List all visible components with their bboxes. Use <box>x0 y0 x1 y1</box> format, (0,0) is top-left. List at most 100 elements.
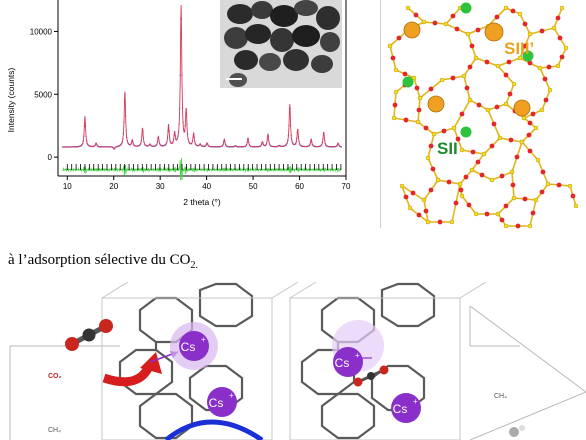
label-sii: SII <box>437 139 458 158</box>
t-site-atom <box>503 5 509 11</box>
t-site-atom <box>555 63 561 69</box>
cation-sii-4 <box>460 126 472 138</box>
oxygen-atom <box>527 148 533 154</box>
t-site-atom <box>537 65 543 71</box>
t-site-atom <box>511 81 517 87</box>
oxygen-atom <box>432 20 438 26</box>
oxygen-atom <box>559 54 565 60</box>
t-site-atom <box>547 87 553 93</box>
cage-framework-right <box>289 282 487 440</box>
caption-text: à l’adsorption sélective du CO2. <box>8 252 198 271</box>
t-site-atom <box>465 31 471 37</box>
oxygen-atom <box>508 137 514 143</box>
cation-sii-3 <box>402 76 414 88</box>
oxygen-atom <box>416 212 422 218</box>
oxygen-atom <box>510 8 516 14</box>
t-site-atom <box>417 95 423 101</box>
oxygen-atom <box>539 189 545 195</box>
oxygen-atom <box>403 117 409 123</box>
t-site-atom <box>451 125 457 131</box>
oxygen-atom <box>530 111 536 117</box>
svg-text:Cs: Cs <box>181 340 196 354</box>
x-tick-label: 60 <box>295 182 304 191</box>
oxygen-atom <box>522 43 528 49</box>
t-site-atom <box>443 21 449 27</box>
oxygen-atom <box>416 107 422 113</box>
cation-sii-1 <box>460 2 472 14</box>
oxygen-atom <box>491 121 497 127</box>
t-site-atom <box>387 43 393 49</box>
oxygen-atom <box>450 75 456 81</box>
t-site-atom <box>481 151 487 157</box>
x-tick-label: 40 <box>202 182 211 191</box>
oxygen-atom <box>503 203 509 209</box>
t-site-atom <box>459 147 465 153</box>
oxygen-atom <box>458 187 464 193</box>
oxygen-atom <box>437 219 443 225</box>
t-site-atom <box>431 131 437 137</box>
t-site-atom <box>503 223 509 229</box>
oxygen-atom <box>543 97 549 103</box>
bragg-markers <box>66 164 342 170</box>
y-tick-label: 5000 <box>34 90 52 99</box>
oxygen-atom <box>469 43 475 49</box>
t-site-atom <box>405 5 411 11</box>
t-site-atom <box>473 55 479 61</box>
cation-siii-3 <box>427 95 445 113</box>
oxygen-atom <box>494 14 500 20</box>
oxygen-atom <box>453 200 459 206</box>
t-site-atom <box>435 177 441 183</box>
oxygen-atom <box>510 182 516 188</box>
x-tick-label: 50 <box>249 182 258 191</box>
ch4-rejection-arc <box>164 419 264 440</box>
oxygen-atom <box>390 55 396 61</box>
oxygen-atom <box>454 26 460 32</box>
fitted-profile-line <box>62 4 342 150</box>
co2-arrow-head <box>140 352 162 374</box>
t-site-atom <box>449 219 455 225</box>
t-site-atom <box>473 211 479 217</box>
tem-inset-image <box>220 0 342 88</box>
oxygen-atom <box>403 194 409 200</box>
ch4-label: CH₄ <box>48 427 61 434</box>
cs-cation-left-1: Cs + <box>170 322 218 370</box>
channel-outline <box>9 305 586 440</box>
t-site-atom <box>559 5 565 11</box>
t-site-atom <box>407 205 413 211</box>
svg-text:Cs: Cs <box>335 356 350 370</box>
y-axis-label: Intensity (counts) <box>6 67 16 132</box>
oxygen-atom <box>546 64 552 70</box>
cs-cation-left-2: Cs + <box>207 387 237 417</box>
oxygen-atom <box>522 21 528 27</box>
cs-cation-right-2: Cs + <box>391 393 421 423</box>
t-site-atom <box>521 115 527 121</box>
cation-siii-1 <box>403 21 421 39</box>
t-site-atom <box>503 101 509 107</box>
cation-sii-2 <box>522 50 534 62</box>
t-site-atom <box>533 125 539 131</box>
t-site-atom <box>509 169 515 175</box>
oxygen-atom <box>494 104 500 110</box>
svg-text:+: + <box>229 391 234 400</box>
t-site-atom <box>519 139 525 145</box>
t-site-atom <box>511 195 517 201</box>
oxygen-atom <box>450 13 456 19</box>
oxygen-atom <box>446 179 452 185</box>
oxygen-atom <box>402 71 408 77</box>
oxygen-atom <box>470 149 476 155</box>
oxygen-atom <box>539 28 545 34</box>
oxygen-atom <box>466 202 472 208</box>
oxygen-atom <box>428 86 434 92</box>
oxygen-atom <box>507 91 513 97</box>
oxygen-atom <box>476 102 482 108</box>
t-site-atom <box>411 75 417 81</box>
t-site-atom <box>425 219 431 225</box>
oxygen-atom <box>522 196 528 202</box>
oxygen-atom <box>475 27 481 33</box>
t-site-atom <box>527 31 533 37</box>
oxygen-atom <box>514 154 520 160</box>
cation-siii-4 <box>513 99 531 117</box>
oxygen-atom <box>540 169 546 175</box>
t-site-atom <box>459 193 465 199</box>
t-site-atom <box>425 155 431 161</box>
